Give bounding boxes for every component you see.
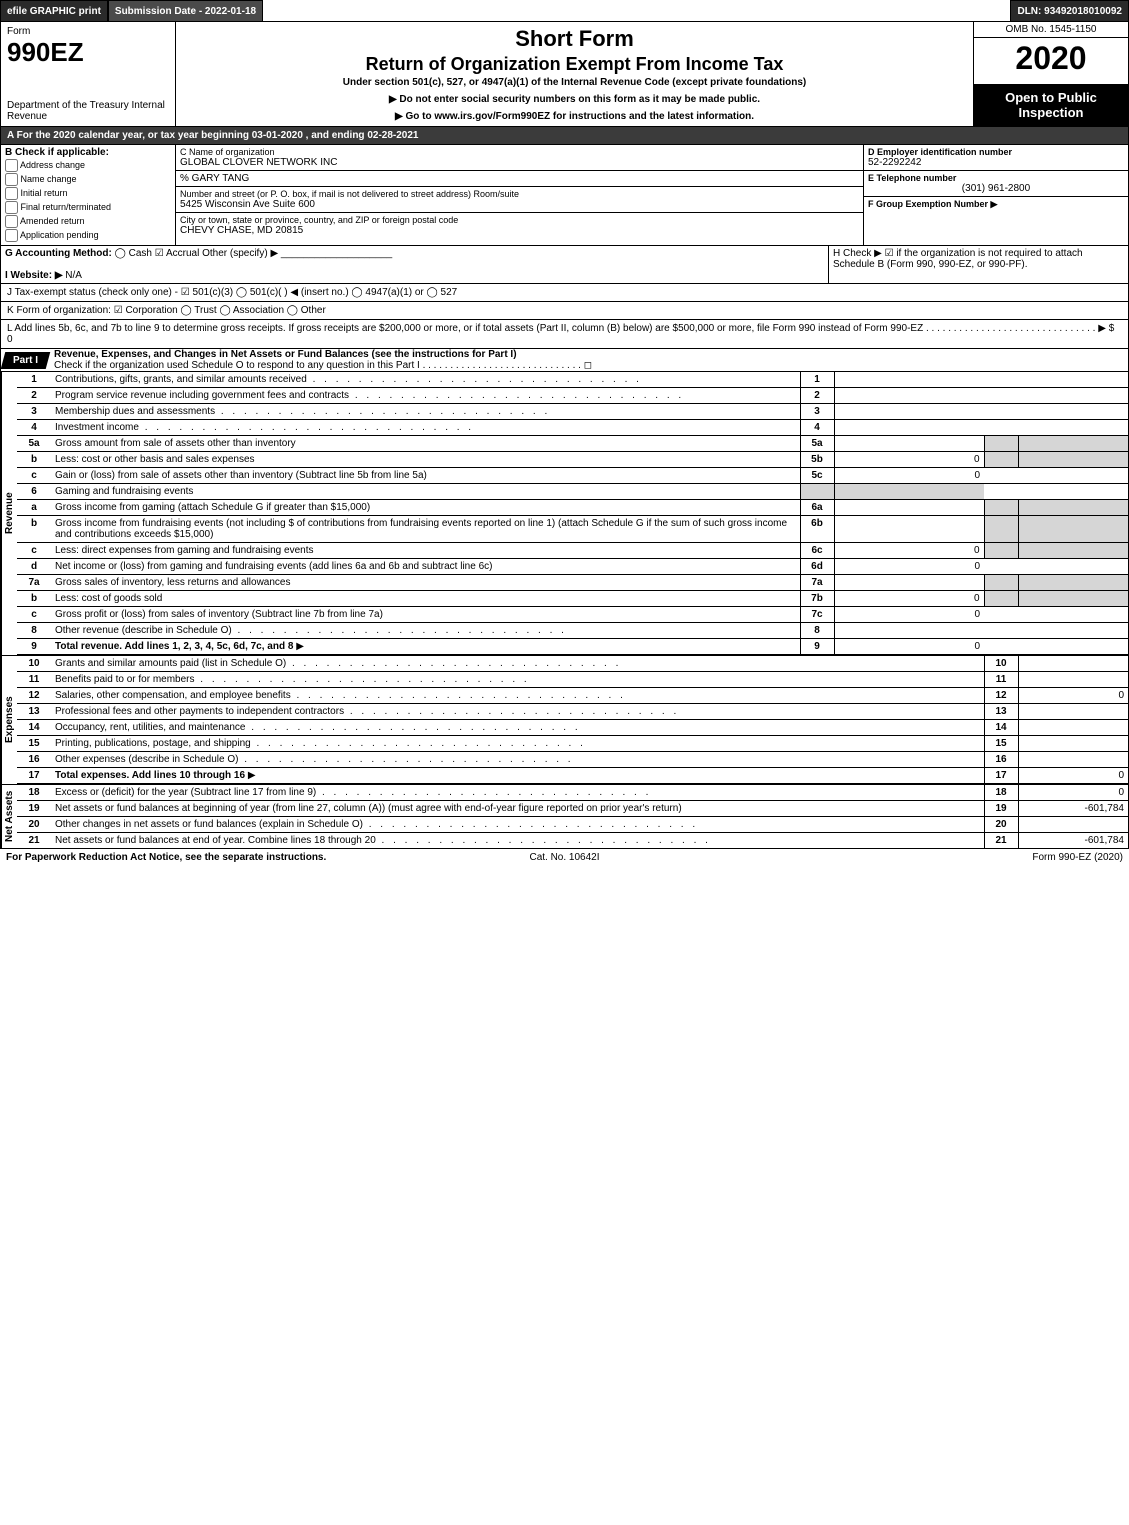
box-d-label: D Employer identification number [868, 147, 1124, 157]
check-initial-return[interactable]: Initial return [5, 187, 171, 200]
city: CHEVY CHASE, MD 20815 [180, 225, 859, 236]
line-20: Other changes in net assets or fund bala… [51, 817, 984, 833]
part-1-title: Revenue, Expenses, and Changes in Net As… [54, 349, 517, 360]
h-box: H Check ▶ ☑ if the organization is not r… [828, 246, 1128, 283]
net-assets-label: Net Assets [1, 785, 17, 848]
revenue-table: 1Contributions, gifts, grants, and simil… [17, 372, 1128, 655]
footer-cat: Cat. No. 10642I [378, 852, 750, 863]
line-10: Grants and similar amounts paid (list in… [51, 656, 984, 672]
line-5c: Gain or (loss) from sale of assets other… [51, 468, 800, 484]
line-18: Excess or (deficit) for the year (Subtra… [51, 785, 984, 801]
line-3: Membership dues and assessments [51, 404, 800, 420]
line-12: Salaries, other compensation, and employ… [51, 688, 984, 704]
open-to-public: Open to Public Inspection [974, 84, 1128, 126]
form-header: Form 990EZ Department of the Treasury In… [1, 22, 1128, 127]
under-section: Under section 501(c), 527, or 4947(a)(1)… [182, 77, 967, 88]
line-6b: Gross income from fundraising events (no… [51, 516, 800, 543]
g-label: G Accounting Method: [5, 248, 112, 259]
l-row: L Add lines 5b, 6c, and 7b to line 9 to … [1, 320, 1128, 349]
org-name: GLOBAL CLOVER NETWORK INC [180, 157, 859, 168]
line-6d: Net income or (loss) from gaming and fun… [51, 559, 800, 575]
top-bar: efile GRAPHIC print Submission Date - 20… [0, 0, 1129, 22]
box-e-label: E Telephone number [868, 173, 1124, 183]
part-1-header: Part I Revenue, Expenses, and Changes in… [1, 349, 1128, 372]
dln: DLN: 93492018010092 [1010, 0, 1129, 22]
g-other[interactable]: Other (specify) ▶ [202, 248, 278, 259]
line-5a: Gross amount from sale of assets other t… [51, 436, 800, 452]
revenue-label: Revenue [1, 372, 17, 655]
department: Department of the Treasury Internal Reve… [7, 100, 169, 122]
form-number: 990EZ [7, 37, 169, 68]
expenses-table: 10Grants and similar amounts paid (list … [17, 656, 1128, 784]
footer-form: Form 990-EZ (2020) [751, 852, 1123, 863]
line-1: Contributions, gifts, grants, and simila… [51, 372, 800, 388]
k-row: K Form of organization: ☑ Corporation ◯ … [1, 302, 1128, 320]
line-6c: Less: direct expenses from gaming and fu… [51, 543, 800, 559]
line-6: Gaming and fundraising events [51, 484, 800, 500]
box-f-label: F Group Exemption Number ▶ [868, 199, 1124, 210]
line-7b: Less: cost of goods sold [51, 591, 800, 607]
website: N/A [65, 270, 82, 281]
check-final-return[interactable]: Final return/terminated [5, 201, 171, 214]
line-5b: Less: cost or other basis and sales expe… [51, 452, 800, 468]
org-block: B Check if applicable: Address change Na… [1, 145, 1128, 246]
city-label: City or town, state or province, country… [180, 215, 859, 225]
ein: 52-2292242 [868, 157, 1124, 168]
line-17: Total expenses. Add lines 10 through 16 … [51, 768, 984, 784]
line-6a: Gross income from gaming (attach Schedul… [51, 500, 800, 516]
line-7a: Gross sales of inventory, less returns a… [51, 575, 800, 591]
check-name-change[interactable]: Name change [5, 173, 171, 186]
line-13: Professional fees and other payments to … [51, 704, 984, 720]
box-c-label: C Name of organization [180, 147, 859, 157]
g-accrual[interactable]: ☑ Accrual [155, 248, 200, 259]
net-assets-table: 18Excess or (deficit) for the year (Subt… [17, 785, 1128, 848]
street: 5425 Wisconsin Ave Suite 600 [180, 199, 859, 210]
line-15: Printing, publications, postage, and shi… [51, 736, 984, 752]
check-address-change[interactable]: Address change [5, 159, 171, 172]
short-form-title: Short Form [182, 26, 967, 52]
check-application-pending[interactable]: Application pending [5, 229, 171, 242]
page-footer: For Paperwork Reduction Act Notice, see … [0, 849, 1129, 866]
line-11: Benefits paid to or for members [51, 672, 984, 688]
telephone: (301) 961-2800 [868, 183, 1124, 194]
goto-link[interactable]: ▶ Go to www.irs.gov/Form990EZ for instru… [182, 111, 967, 122]
part-1-tag: Part I [13, 355, 38, 366]
submission-date: Submission Date - 2022-01-18 [108, 0, 263, 22]
check-amended-return[interactable]: Amended return [5, 215, 171, 228]
care-of: % GARY TANG [176, 171, 863, 187]
omb-number: OMB No. 1545-1150 [974, 22, 1128, 38]
line-8: Other revenue (describe in Schedule O) [51, 623, 800, 639]
ssn-note: ▶ Do not enter social security numbers o… [182, 94, 967, 105]
g-cash[interactable]: ◯ Cash [115, 248, 152, 259]
j-row: J Tax-exempt status (check only one) - ☑… [1, 284, 1128, 302]
line-7c: Gross profit or (loss) from sales of inv… [51, 607, 800, 623]
line-21: Net assets or fund balances at end of ye… [51, 833, 984, 849]
form-label: Form [7, 26, 169, 37]
return-title: Return of Organization Exempt From Incom… [182, 54, 967, 75]
line-9: Total revenue. Add lines 1, 2, 3, 4, 5c,… [51, 639, 800, 655]
i-label: I Website: ▶ [5, 270, 63, 281]
efile-print-label: efile GRAPHIC print [0, 0, 108, 22]
line-4: Investment income [51, 420, 800, 436]
row-g-h: G Accounting Method: ◯ Cash ☑ Accrual Ot… [1, 246, 1128, 284]
footer-left: For Paperwork Reduction Act Notice, see … [6, 852, 378, 863]
street-label: Number and street (or P. O. box, if mail… [180, 189, 859, 199]
tax-year: 2020 [974, 38, 1128, 79]
line-2: Program service revenue including govern… [51, 388, 800, 404]
line-16: Other expenses (describe in Schedule O) [51, 752, 984, 768]
tax-period: A For the 2020 calendar year, or tax yea… [1, 127, 1128, 145]
line-19: Net assets or fund balances at beginning… [51, 801, 984, 817]
expenses-label: Expenses [1, 656, 17, 784]
part-1-check-line: Check if the organization used Schedule … [54, 360, 592, 371]
line-14: Occupancy, rent, utilities, and maintena… [51, 720, 984, 736]
box-b-label: B Check if applicable: [5, 147, 171, 158]
